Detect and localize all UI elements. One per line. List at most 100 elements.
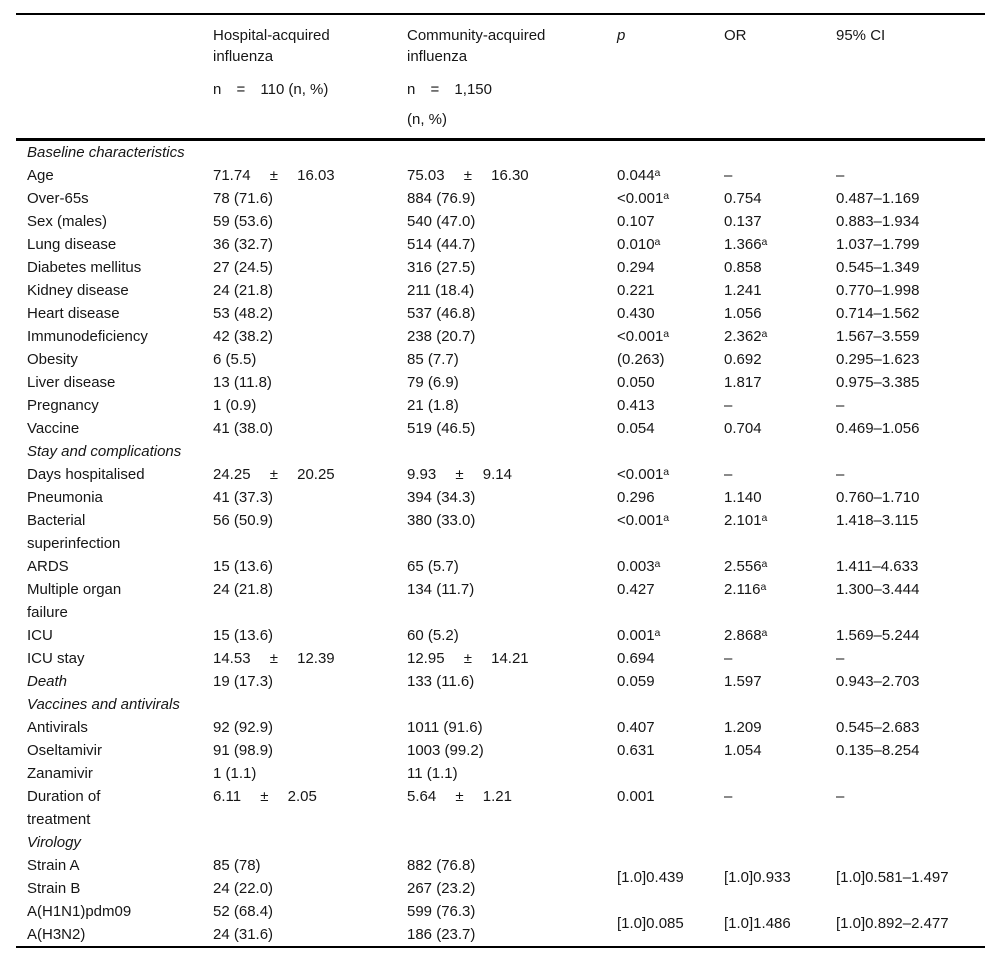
p-value: 0.296	[617, 489, 655, 506]
section-row: Vaccines and antivirals	[16, 693, 985, 716]
or-value: –	[724, 397, 733, 414]
ci-value	[825, 762, 985, 785]
footnote-marker: a	[761, 512, 768, 524]
or-value: 1.056	[724, 305, 762, 322]
table-row: Vaccine 41 (38.0) 519 (46.5) 0.054 0.704 0.46…	[16, 417, 985, 440]
header-p-title: p	[617, 27, 626, 44]
row-label: Strain A	[27, 857, 80, 874]
table-row: Lung disease 36 (32.7) 514 (44.7) 0.010a 1.3…	[16, 233, 985, 256]
ci-value: 1.418–3.115	[836, 512, 919, 529]
influenza-comparison-table: Hospital-acquired influenza n = 110 (n, %…	[16, 13, 985, 948]
row-label: Kidney disease	[27, 282, 129, 299]
row-label: Vaccine	[27, 420, 80, 437]
or-value: 0.137	[724, 213, 762, 230]
footnote-marker: a	[663, 190, 670, 202]
row-label: Pregnancy	[27, 397, 99, 414]
header-or-column: OR	[713, 14, 825, 141]
section-row: Baseline characteristics	[16, 140, 985, 165]
ci-value: –	[836, 466, 845, 483]
ci-value: 0.545–2.683	[836, 719, 920, 736]
p-value: [1.0]0.085	[617, 914, 684, 932]
ci-value: –	[836, 167, 845, 184]
header-or-title: OR	[724, 27, 747, 44]
hospital-value: 52 (68.4)	[213, 903, 274, 920]
header-community-column: Community-acquired influenza n = 1,150 (…	[396, 14, 606, 141]
row-label: Sex (males)	[27, 213, 108, 230]
ci-value: 0.135–8.254	[836, 742, 920, 759]
table-row: Pregnancy 1 (0.9) 21 (1.8) 0.413 – –	[16, 394, 985, 417]
or-value: 1.241	[724, 282, 762, 299]
hospital-value: 24 (21.8)	[213, 282, 274, 299]
p-value: 0.294	[617, 259, 655, 276]
table-row: Death 19 (17.3) 133 (11.6) 0.059 1.597 0.943–…	[16, 670, 985, 693]
footnote-marker: a	[761, 328, 768, 340]
p-value: <0.001a	[617, 328, 670, 345]
p-value: 0.413	[617, 397, 655, 414]
row-label: Bacterial superinfection	[27, 512, 121, 552]
table-row: Liver disease 13 (11.8) 79 (6.9) 0.050 1.817…	[16, 371, 985, 394]
hospital-value: 41 (38.0)	[213, 420, 274, 437]
or-value: 2.101a	[724, 512, 768, 529]
p-value: 0.221	[617, 282, 655, 299]
table-row: Bacterial superinfection 56 (50.9) 380 (33…	[16, 509, 985, 555]
hospital-value: 42 (38.2)	[213, 328, 274, 345]
table-row: Antivirals 92 (92.9) 1011 (91.6) 0.407 1.209…	[16, 716, 985, 739]
table-row: Duration of treatment 6.11 ± 2.05 5.64 ± 1…	[16, 785, 985, 831]
ci-value: 0.714–1.562	[836, 305, 920, 322]
community-value: 133 (11.6)	[407, 673, 475, 690]
footnote-marker: a	[663, 328, 670, 340]
table-row: Multiple organ failure 24 (21.8) 134 (11.7…	[16, 578, 985, 624]
table-row: Immunodeficiency 42 (38.2) 238 (20.7) <0.00…	[16, 325, 985, 348]
header-hospital-title: Hospital-acquired influenza	[213, 27, 330, 65]
ci-value: 0.295–1.623	[836, 351, 920, 368]
p-value: 0.003a	[617, 558, 661, 575]
hospital-value: 91 (98.9)	[213, 742, 274, 759]
or-value: [1.0]1.486	[724, 914, 791, 932]
or-value: 1.054	[724, 742, 762, 759]
community-value: 537 (46.8)	[407, 305, 476, 322]
row-label: ICU stay	[27, 650, 85, 667]
ci-value: 0.770–1.998	[836, 282, 920, 299]
ci-value: –	[836, 397, 845, 414]
hospital-value: 6 (5.5)	[213, 351, 257, 368]
community-value: 186 (23.7)	[407, 926, 476, 943]
community-value: 316 (27.5)	[407, 259, 476, 276]
row-label: Strain B	[27, 880, 81, 897]
community-value: 394 (34.3)	[407, 489, 476, 506]
hospital-value: 24 (21.8)	[213, 581, 274, 598]
footnote-marker: a	[654, 167, 661, 179]
header-empty-cell	[16, 14, 202, 141]
header-community-n: n = 1,150	[407, 79, 606, 100]
row-label: Over-65s	[27, 190, 89, 207]
or-value: 0.704	[724, 420, 762, 437]
hospital-value: 15 (13.6)	[213, 558, 274, 575]
header-community-n-count: n = 1,150	[407, 81, 492, 98]
community-value: 1003 (99.2)	[407, 742, 484, 759]
hospital-value: 36 (32.7)	[213, 236, 274, 253]
row-label: A(H3N2)	[27, 926, 86, 943]
p-value	[606, 762, 713, 785]
header-community-n2: (n, %)	[407, 111, 448, 128]
or-value: 1.209	[724, 719, 762, 736]
community-value: 380 (33.0)	[407, 512, 476, 529]
community-value: 884 (76.9)	[407, 190, 476, 207]
or-value: –	[724, 466, 733, 483]
or-value: 0.858	[724, 259, 762, 276]
footnote-marker: a	[761, 558, 768, 570]
hospital-value: 24 (31.6)	[213, 926, 274, 943]
row-label: A(H1N1)pdm09	[27, 903, 132, 920]
row-label: Liver disease	[27, 374, 116, 391]
ci-value: 1.569–5.244	[836, 627, 920, 644]
p-value: 0.107	[617, 213, 655, 230]
footnote-marker: a	[760, 581, 767, 593]
ci-value: –	[836, 788, 845, 805]
hospital-value: 6.11 ± 2.05	[213, 788, 317, 805]
table-row: Obesity 6 (5.5) 85 (7.7) (0.263) 0.692 0.295–…	[16, 348, 985, 371]
community-value: 5.64 ± 1.21	[407, 788, 512, 805]
ci-value: 0.883–1.934	[836, 213, 920, 230]
row-label: Zanamivir	[27, 765, 93, 782]
p-value: 0.050	[617, 374, 655, 391]
p-value: 0.631	[617, 742, 655, 759]
community-value: 60 (5.2)	[407, 627, 459, 644]
p-value: 0.059	[617, 673, 655, 690]
